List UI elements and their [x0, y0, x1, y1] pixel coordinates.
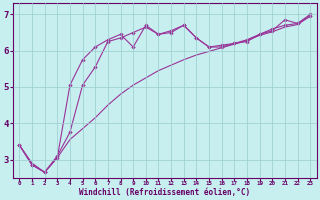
X-axis label: Windchill (Refroidissement éolien,°C): Windchill (Refroidissement éolien,°C): [79, 188, 250, 197]
